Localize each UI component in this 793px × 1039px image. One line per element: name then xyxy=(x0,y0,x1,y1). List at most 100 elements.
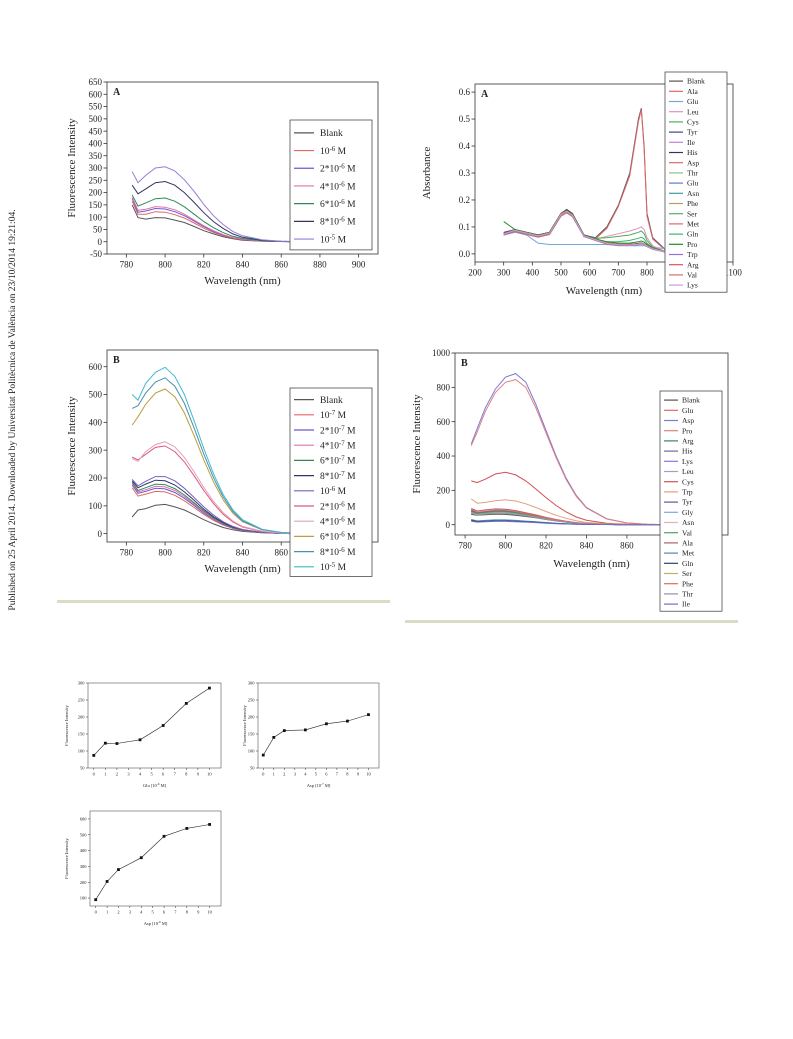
legend-label: Blank xyxy=(320,396,343,406)
y-tick-label: 250 xyxy=(89,175,103,185)
legend-box xyxy=(659,390,723,612)
y-tick-label: 200 xyxy=(437,486,451,496)
legend-label-sup: -7 xyxy=(339,440,345,447)
data-point xyxy=(92,754,96,757)
data-point xyxy=(367,713,370,717)
y-tick-label: 100 xyxy=(80,896,88,901)
y-tick-label: 200 xyxy=(248,715,256,720)
legend-label-sup: -5 xyxy=(330,234,336,241)
legend-label: Tyr xyxy=(687,128,698,137)
x-tick-label: 10 xyxy=(366,772,371,777)
y-tick-label: 500 xyxy=(89,390,103,400)
data-point xyxy=(115,742,119,745)
y-tick-label: 0.6 xyxy=(459,87,471,97)
x-tick-label: 700 xyxy=(612,268,626,278)
legend-label-sup: -7 xyxy=(339,425,345,432)
legend-label: Lys xyxy=(682,457,693,466)
legend-label-sup: -7 xyxy=(330,410,336,417)
legend-label: Cys xyxy=(687,118,699,127)
y-tick-label: 0.3 xyxy=(459,168,471,178)
legend-label: Glu xyxy=(687,97,699,106)
legend-label: Asn xyxy=(682,518,694,527)
plot-frame xyxy=(454,352,729,536)
legend-label: Glu xyxy=(687,179,699,188)
legend-label: Gly xyxy=(682,508,694,517)
legend-label: 4*10-7 M xyxy=(320,440,356,452)
series-line-0 xyxy=(93,687,210,756)
legend-label: Thr xyxy=(682,590,693,599)
legend-label: Trp xyxy=(682,488,693,497)
legend-label: 8*10-6 M xyxy=(320,216,356,228)
x-axis-label: Wavelength (nm) xyxy=(204,563,281,575)
y-tick-label: 100 xyxy=(78,749,86,754)
x-tick-label: 1 xyxy=(273,772,275,777)
legend-label: Val xyxy=(687,271,697,280)
y-tick-label: 0.4 xyxy=(459,141,471,151)
y-tick-label: 550 xyxy=(89,102,103,112)
x-tick-label: 7 xyxy=(336,772,339,777)
sidebar: Published on 25 April 2014. Downloaded b… xyxy=(0,0,24,1039)
x-tick-label: 8 xyxy=(186,910,189,915)
chart-asp-intensity-a: 0 1 2 3 4 5 6 7 8 9 10 50 100 150 200 250 300 Asp [10-7 M… xyxy=(242,681,380,788)
x-tick-label: 840 xyxy=(580,541,594,551)
x-tick-label: 2 xyxy=(117,910,119,915)
legend-label-unit: M xyxy=(335,147,346,157)
y-tick-label: -50 xyxy=(90,249,102,259)
legend-label: Met xyxy=(687,220,700,229)
legend-label-unit: M xyxy=(345,502,356,512)
legend-label-sup: -6 xyxy=(339,516,345,523)
y-tick-label: 300 xyxy=(80,864,88,869)
legend-label-unit: M xyxy=(345,442,356,452)
legend-label-unit: M xyxy=(345,472,356,482)
x-tick-label: 860 xyxy=(274,260,288,270)
x-tick-label: 860 xyxy=(620,541,634,551)
y-tick-label: 0.2 xyxy=(459,195,470,205)
data-point xyxy=(208,823,212,826)
x-tick-label: 7 xyxy=(174,910,177,915)
y-tick-label: 400 xyxy=(80,848,88,853)
legend-label: 6*10-7 M xyxy=(320,455,356,467)
x-tick-label: 400 xyxy=(526,268,540,278)
legend-label-sup: -6 xyxy=(339,198,345,205)
x-axis-label-sup: -6 xyxy=(157,782,160,786)
y-tick-label: 200 xyxy=(89,473,103,483)
legend-label: Arg xyxy=(682,437,694,446)
x-axis-label: Wavelength (nm) xyxy=(204,275,281,287)
legend-label: Blank xyxy=(682,396,700,405)
legend-label: 10-5 M xyxy=(320,562,347,574)
x-axis-label: Wavelength (nm) xyxy=(566,285,643,297)
legend-label-unit: M xyxy=(345,182,356,192)
x-tick-label: 0 xyxy=(95,910,98,915)
legend-label-sup: -6 xyxy=(339,181,345,188)
legend-label: Asp xyxy=(682,416,694,425)
data-point xyxy=(282,729,286,732)
data-point xyxy=(162,834,166,838)
data-point xyxy=(261,753,265,757)
y-axis-label: Fluorescence Intensity xyxy=(66,396,78,496)
chart-fluorescence-b: 7808008208408608809000100200300400500600… xyxy=(66,349,379,577)
x-axis-label-suffix: M] xyxy=(161,921,168,926)
x-tick-label: 900 xyxy=(352,260,366,270)
chart-fluorescence-a: 780 800 820 840 860 880 900 -50 0 50 100 150 200 250 3… xyxy=(66,77,379,287)
y-axis-label: Fluorescence Intensity xyxy=(64,837,69,878)
legend-label-sup: -6 xyxy=(330,486,336,493)
divider-left xyxy=(57,600,390,603)
legend-label: Ser xyxy=(682,569,693,578)
publication-notice: Published on 25 April 2014. Downloaded b… xyxy=(8,209,18,611)
series-line-19 xyxy=(471,512,688,526)
legend-label: Blank xyxy=(320,129,343,139)
data-point xyxy=(303,728,307,732)
data-point xyxy=(94,898,98,902)
legend-label-sup: -6 xyxy=(339,546,345,553)
x-tick-label: 880 xyxy=(313,260,327,270)
legend-label-unit: M xyxy=(345,426,356,436)
legend-label: 8*10-6 M xyxy=(320,546,356,558)
x-axis-label: Glu [10-6 M] xyxy=(143,782,167,788)
legend-label-unit: M xyxy=(345,200,356,210)
x-tick-label: 1100 xyxy=(724,268,742,278)
x-tick-label: 5 xyxy=(150,772,153,777)
y-axis-label: Fluorescence Intensity xyxy=(64,704,69,745)
legend-label: Ala xyxy=(682,539,694,548)
x-tick-label: 6 xyxy=(162,772,165,777)
legend-label: Asp xyxy=(687,158,699,167)
